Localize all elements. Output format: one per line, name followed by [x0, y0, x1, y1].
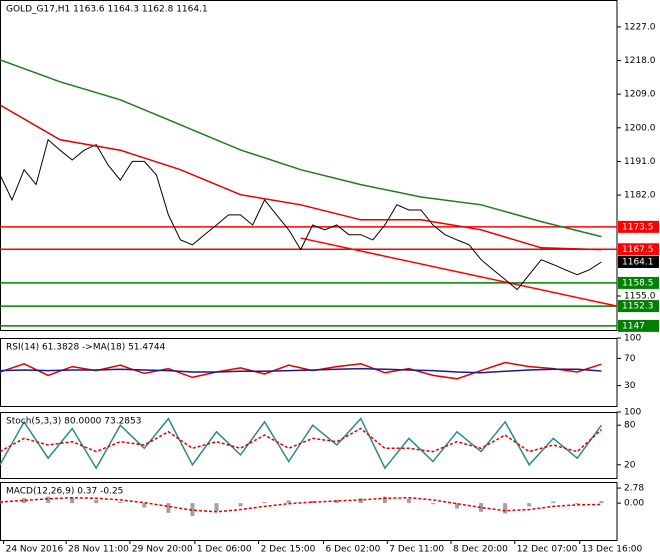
- series-line: [0, 367, 602, 374]
- histogram-bar: [406, 498, 411, 504]
- histogram-bar: [214, 503, 219, 512]
- level-tag: [618, 220, 659, 233]
- x-tick-label: 24 Nov 2016: [6, 545, 64, 555]
- y-tick-label: 1200.0: [624, 123, 656, 133]
- level-label: 1173.5: [622, 222, 654, 232]
- histogram-bar: [190, 503, 195, 517]
- level-label: 1167.5: [622, 245, 654, 255]
- histogram-bar: [599, 501, 604, 504]
- histogram-bar: [310, 500, 315, 504]
- x-tick-label: 12 Dec 07:00: [517, 545, 578, 555]
- series-line: [0, 104, 602, 251]
- series-line: [0, 496, 602, 513]
- y-tick-label: 1209.0: [624, 90, 656, 100]
- y-tick-label: 1218.0: [624, 56, 656, 66]
- last-price-label: 1164.1: [622, 257, 654, 267]
- y-tick-label: 30: [624, 381, 636, 391]
- histogram-bar: [46, 496, 51, 504]
- x-tick-label: 1 Dec 06:00: [197, 545, 252, 555]
- histogram-bar: [455, 503, 460, 509]
- y-tick-label: 70: [624, 354, 636, 364]
- histogram-bar: [430, 503, 435, 505]
- series-line: [0, 427, 602, 453]
- x-tick-label: 7 Dec 11:00: [389, 545, 444, 555]
- y-tick-label: 80: [624, 421, 636, 431]
- series-line: [0, 138, 602, 291]
- level-tag: [618, 300, 659, 313]
- panel-frame: [0, 412, 618, 479]
- histogram-bar: [238, 503, 243, 507]
- histogram-bar: [551, 501, 556, 504]
- series-line: [0, 59, 602, 238]
- last-price-tag: [618, 255, 659, 268]
- histogram-bar: [479, 503, 484, 512]
- x-tick-label: 2 Dec 15:00: [261, 545, 316, 555]
- level-label: 1152.3: [622, 302, 654, 312]
- x-tick-label: 6 Dec 02:00: [326, 545, 381, 555]
- histogram-bar: [527, 503, 532, 507]
- y-tick-label: 0.00: [624, 499, 644, 509]
- panel-frame: [0, 0, 618, 331]
- trend-line: [300, 237, 618, 307]
- histogram-bar: [22, 498, 27, 504]
- panel-title: Stoch(5,3,3) 80.0000 73.2853: [6, 417, 141, 427]
- histogram-bar: [503, 503, 508, 514]
- histogram-bar: [94, 499, 99, 504]
- x-tick-label: 8 Dec 20:00: [453, 545, 508, 555]
- level-label: 1158.5: [622, 278, 654, 288]
- panel-title: GOLD_G17,H1 1163.6 1164.3 1162.8 1164.1: [6, 5, 208, 15]
- histogram-bar: [358, 498, 363, 504]
- panel-frame: [0, 482, 618, 541]
- x-tick-label: 13 Dec 16:00: [582, 545, 643, 555]
- level-tag: [618, 319, 659, 332]
- level-tag: [618, 243, 659, 256]
- panel-title: MACD(12,26,9) 0.37 -0.25: [6, 487, 123, 497]
- x-tick-label: 29 Nov 20:00: [132, 545, 193, 555]
- y-tick-label: 1155.0: [624, 291, 656, 301]
- histogram-bar: [142, 503, 147, 508]
- y-tick-label: 20: [624, 460, 636, 470]
- y-tick-label: 1227.0: [624, 22, 656, 32]
- histogram-bar: [286, 500, 291, 504]
- histogram-bar: [118, 502, 123, 504]
- y-tick-label: 2.78: [624, 484, 644, 494]
- x-tick-label: 28 Nov 11:00: [68, 545, 129, 555]
- y-tick-label: 1191.0: [624, 157, 656, 167]
- y-tick-label: 1182.0: [624, 191, 656, 201]
- histogram-bar: [166, 503, 171, 513]
- y-tick-label: 100: [624, 334, 641, 344]
- histogram-bar: [70, 497, 75, 504]
- histogram-bar: [575, 503, 580, 505]
- histogram-bar: [262, 502, 267, 504]
- histogram-bar: [334, 499, 339, 504]
- panel-title: RSI(14) 61.3828 ->MA(18) 51.4744: [6, 343, 166, 353]
- y-tick-label: 100: [624, 408, 641, 418]
- histogram-bar: [382, 496, 387, 504]
- level-label: 1147: [622, 321, 645, 331]
- level-tag: [618, 276, 659, 289]
